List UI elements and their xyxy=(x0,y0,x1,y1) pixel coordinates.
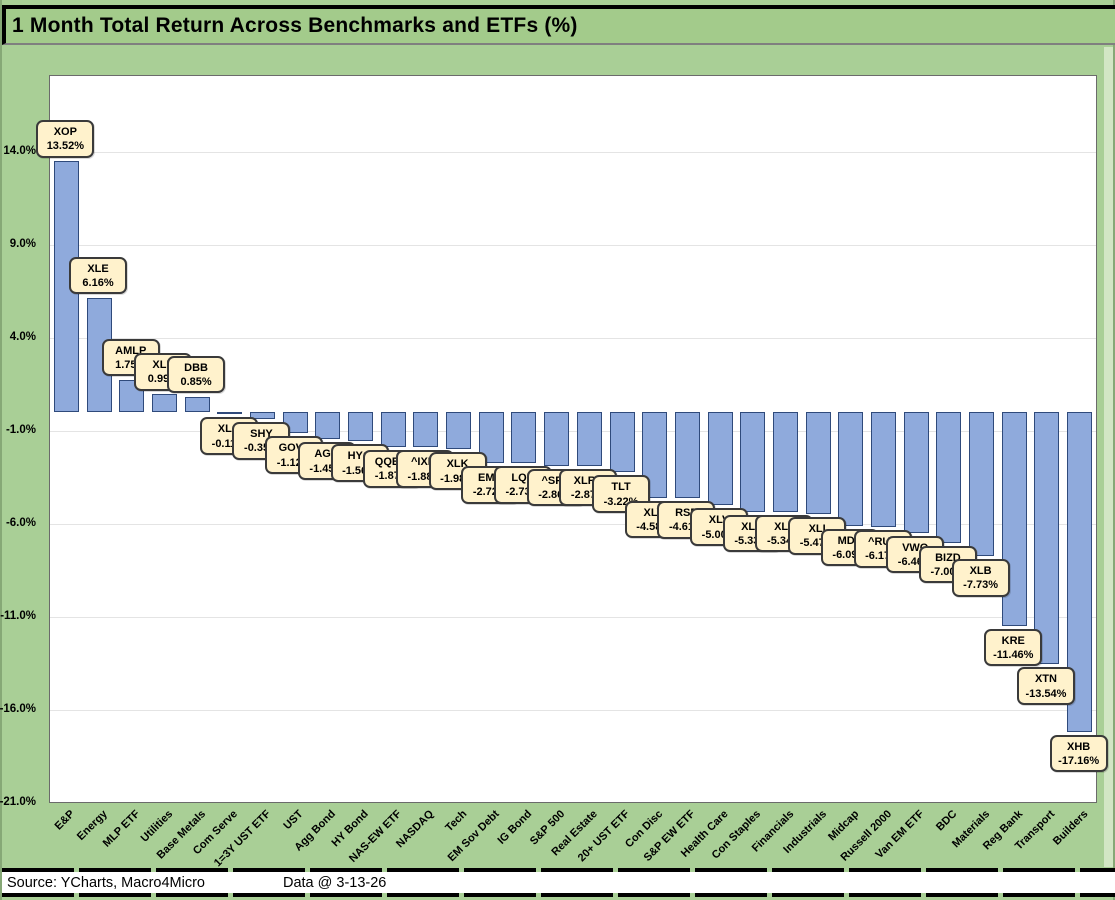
footer: Source: YCharts, Macro4Micro Data @ 3-13… xyxy=(2,868,1115,898)
footer-strip: Source: YCharts, Macro4Micro Data @ 3-13… xyxy=(2,872,1115,893)
y-axis-tick-label: 4.0% xyxy=(9,331,36,343)
data-label-ticker: XLE xyxy=(87,262,109,275)
x-axis-label: IG Bond xyxy=(495,808,535,847)
bar-AGG xyxy=(315,412,341,440)
bar-^RUT xyxy=(871,412,897,528)
data-label-XTN: XTN -13.54% xyxy=(1016,667,1075,705)
data-label-XLB: XLB -7.73% xyxy=(951,559,1010,597)
gridline xyxy=(50,431,1096,432)
y-axis-tick-label: -1.0% xyxy=(5,424,36,436)
gridline xyxy=(50,245,1096,246)
bar-MDY xyxy=(838,412,864,526)
data-date-text: Data @ 3-13-26 xyxy=(282,874,387,891)
bar-^IXIC xyxy=(413,412,439,448)
footer-bottom-border xyxy=(2,893,1115,897)
data-label-DBB: DBB 0.85% xyxy=(167,355,226,394)
data-label-value: -11.46% xyxy=(993,648,1034,661)
data-label-XLE: XLE 6.16% xyxy=(69,256,128,295)
right-margin-strip xyxy=(1104,47,1113,867)
y-axis-tick-label: -6.0% xyxy=(5,517,36,529)
gridline xyxy=(50,338,1096,339)
y-axis-tick-label: 9.0% xyxy=(9,238,36,250)
bar-VWO xyxy=(903,412,929,533)
bar-DBB xyxy=(184,396,210,413)
chart-title: 1 Month Total Return Across Benchmarks a… xyxy=(12,14,578,37)
gridline xyxy=(50,152,1096,153)
data-label-ticker: XTN xyxy=(1034,673,1057,686)
bar-XLI xyxy=(805,412,831,515)
bar-BIZD xyxy=(936,412,962,543)
data-label-ticker: XOP xyxy=(53,125,77,138)
data-label-value: -7.73% xyxy=(963,579,999,592)
data-label-XHB: XHB -17.16% xyxy=(1049,734,1108,773)
data-label-value: -17.16% xyxy=(1058,754,1100,767)
y-axis-tick-label: -11.0% xyxy=(0,610,36,622)
gridline xyxy=(50,710,1096,711)
data-label-value: -13.54% xyxy=(1025,687,1067,700)
gridline xyxy=(50,524,1096,525)
bar-XLB xyxy=(969,412,995,557)
y-axis-tick-label: -16.0% xyxy=(0,703,36,715)
bar-XLC xyxy=(217,412,243,415)
x-axis-label: E&P xyxy=(52,808,77,833)
bar-XTN xyxy=(1034,412,1060,665)
data-label-ticker: KRE xyxy=(1001,634,1025,647)
data-label-ticker: DBB xyxy=(184,361,209,374)
bar-XLP xyxy=(740,412,766,512)
bar-TLT xyxy=(609,412,635,473)
data-label-XOP: XOP 13.52% xyxy=(36,119,95,158)
bar-^SPX xyxy=(544,412,570,466)
bar-QQEW xyxy=(380,412,406,448)
x-axis-label: UST xyxy=(281,808,306,833)
bar-XLU xyxy=(151,393,177,413)
x-axis-label: Builders xyxy=(1050,808,1091,848)
source-text: Source: YCharts, Macro4Micro xyxy=(7,874,205,891)
bar-XLK xyxy=(446,412,472,450)
data-label-ticker: TLT xyxy=(611,481,631,494)
bar-LQD xyxy=(511,412,537,464)
bar-XLV xyxy=(707,412,733,506)
y-axis-tick-label: 14.0% xyxy=(3,145,36,157)
x-axis-label: BDC xyxy=(934,808,960,834)
y-axis-tick-label: -21.0% xyxy=(0,796,36,808)
data-label-value: 13.52% xyxy=(46,140,84,153)
data-label-value: 6.16% xyxy=(82,277,114,290)
x-axis-label: Tech xyxy=(443,808,470,835)
bar-HYG xyxy=(348,412,374,442)
data-label-value: 0.85% xyxy=(180,375,212,388)
bar-RSP xyxy=(674,412,700,499)
data-label-ticker: XLB xyxy=(969,565,992,578)
bar-XLF xyxy=(772,412,798,512)
footer-top-border xyxy=(2,868,1115,872)
data-label-KRE: KRE -11.46% xyxy=(984,628,1043,667)
gridline xyxy=(50,617,1096,618)
bar-SHY xyxy=(249,412,275,419)
chart-title-bar: 1 Month Total Return Across Benchmarks a… xyxy=(2,5,1115,45)
data-label-ticker: XHB xyxy=(1067,740,1091,753)
bar-XLRE xyxy=(576,412,602,466)
